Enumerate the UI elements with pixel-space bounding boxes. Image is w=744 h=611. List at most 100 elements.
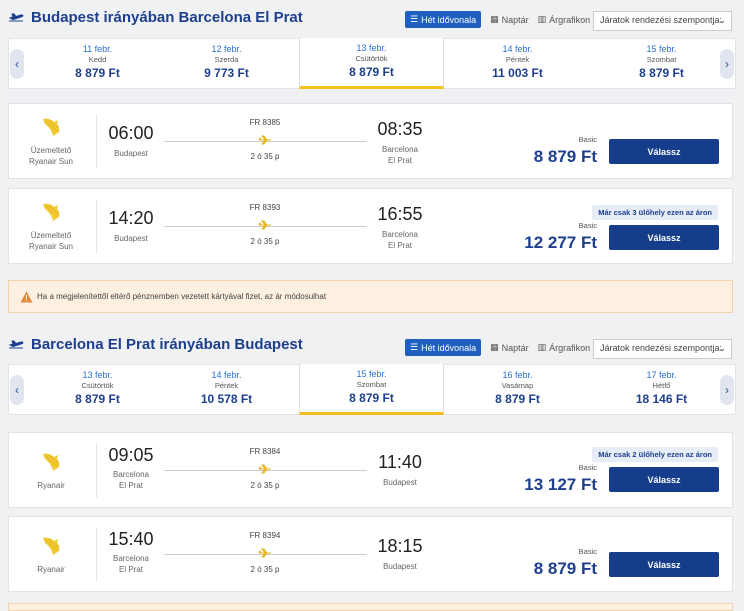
chevron-right-icon: › [725, 383, 729, 397]
departure-plane-icon [8, 13, 24, 22]
outbound-header: Budapest irányában Barcelona El Prat ☰ Hé… [0, 0, 744, 36]
tab-price-chart[interactable]: ▥ Árgrafikon [537, 14, 591, 25]
arrival-time: 16:55 [377, 204, 423, 224]
flight-price: 12 277 Ft [524, 233, 597, 252]
departure-plane-icon [8, 340, 24, 349]
ryanair-harp-logo-icon [43, 537, 60, 555]
flight-duration: 2 ó 35 p [250, 565, 280, 574]
prev-dates-button[interactable]: ‹ [10, 375, 24, 405]
plane-icon [258, 220, 271, 230]
ryanair-harp-logo-icon [43, 118, 60, 136]
view-tabs: ☰ Hét idővonala ▦ Naptár ▥ Árgrafikon [405, 339, 599, 356]
date-carousel: 11 febr. Kedd 8 879 Ft 12 febr. Szerda 9… [8, 38, 736, 89]
arrival-city: Barcelona El Prat [381, 145, 419, 165]
plane-icon [258, 135, 271, 145]
chevron-down-icon: ⌄ [718, 15, 726, 25]
seats-left-badge: Már csak 3 ülőhely ezen az áron [592, 205, 718, 220]
prev-dates-button[interactable]: ‹ [10, 49, 24, 79]
flight-price: 8 879 Ft [533, 559, 597, 578]
select-flight-button[interactable]: Válassz [609, 552, 719, 577]
fare-type: Basic [578, 221, 597, 230]
chevron-left-icon: ‹ [15, 57, 19, 71]
chevron-right-icon: › [725, 57, 729, 71]
list-icon: ☰ [410, 342, 419, 352]
tab-calendar[interactable]: ▦ Naptár [490, 14, 529, 25]
operator-label: Ryanair [37, 481, 65, 490]
divider [96, 527, 97, 582]
tab-price-chart[interactable]: ▥ Árgrafikon [537, 342, 591, 353]
date-option-selected[interactable]: 15 febr. Szombat 8 879 Ft [299, 364, 444, 415]
date-option[interactable]: 14 febr. Péntek 10 578 Ft [200, 370, 253, 406]
flight-number: FR 8385 [249, 118, 281, 127]
flight-duration: 2 ó 35 p [250, 237, 280, 246]
arrival-time: 11:40 [378, 452, 422, 472]
select-flight-button[interactable]: Válassz [609, 225, 719, 250]
operator-label: Ryanair [37, 565, 65, 574]
fare-type: Basic [578, 463, 597, 472]
sort-select[interactable]: Járatok rendezési szempontja: ⌄ [593, 339, 732, 359]
next-dates-button[interactable]: › [720, 375, 734, 405]
seats-left-badge: Már csak 2 ülőhely ezen az áron [592, 447, 718, 462]
inbound-section: Barcelona El Prat irányában Budapest ☰ Hé… [0, 330, 744, 592]
date-option[interactable]: 13 febr. Csütörtök 8 879 Ft [75, 370, 120, 406]
calendar-icon: ▦ [490, 342, 499, 352]
divider [96, 199, 97, 254]
tab-week-timeline[interactable]: ☰ Hét idővonala [405, 11, 482, 28]
inbound-header: Barcelona El Prat irányában Budapest ☰ Hé… [0, 330, 744, 366]
arrival-city: Budapest [383, 562, 417, 571]
next-dates-button[interactable]: › [720, 49, 734, 79]
fare-type: Basic [578, 547, 597, 556]
list-icon: ☰ [410, 14, 419, 24]
arrival-time: 18:15 [377, 536, 423, 556]
inbound-title: Barcelona El Prat irányában Budapest [31, 336, 303, 353]
sort-select[interactable]: Járatok rendezési szempontja: ⌄ [593, 11, 732, 31]
departure-time: 09:05 [108, 445, 154, 465]
operator-label: Üzemeltető Ryanair Sun [28, 231, 74, 251]
departure-time: 14:20 [108, 208, 154, 228]
outbound-title: Budapest irányában Barcelona El Prat [31, 9, 303, 26]
select-flight-button[interactable]: Válassz [609, 139, 719, 164]
flight-price: 13 127 Ft [524, 475, 597, 494]
date-carousel: 13 febr. Csütörtök 8 879 Ft 14 febr. Pén… [8, 364, 736, 415]
view-tabs: ☰ Hét idővonala ▦ Naptár ▥ Árgrafikon [405, 11, 599, 28]
arrival-city: Barcelona El Prat [381, 230, 419, 250]
arrival-city: Budapest [383, 478, 417, 487]
tab-calendar[interactable]: ▦ Naptár [490, 342, 529, 353]
flight-card: Üzemeltető Ryanair Sun 06:00 Budapest FR … [8, 103, 733, 179]
flight-number: FR 8394 [249, 531, 281, 540]
fare-type: Basic [578, 135, 597, 144]
currency-alert: Ha a megjelenítettől eltérő pénznemben v… [8, 280, 733, 313]
arrival-time: 08:35 [377, 119, 423, 139]
operator-label: Üzemeltető Ryanair Sun [28, 146, 74, 166]
date-option[interactable]: 16 febr. Vasárnap 8 879 Ft [495, 370, 540, 406]
departure-city: Budapest [114, 234, 148, 243]
chevron-left-icon: ‹ [15, 383, 19, 397]
departure-time: 15:40 [108, 529, 154, 549]
departure-city: Budapest [114, 149, 148, 158]
ryanair-harp-logo-icon [43, 453, 60, 471]
calendar-icon: ▦ [490, 14, 499, 24]
flight-number: FR 8384 [249, 447, 281, 456]
departure-city: Barcelona El Prat [112, 554, 150, 574]
date-option[interactable]: 17 febr. Hétfő 18 146 Ft [635, 370, 688, 406]
flight-card: Ryanair 15:40 Barcelona El Prat FR 8394 2… [8, 516, 733, 592]
date-option[interactable]: 15 febr. Szombat 8 879 Ft [639, 44, 684, 80]
ryanair-harp-logo-icon [43, 203, 60, 221]
departure-time: 06:00 [108, 123, 154, 143]
bar-chart-icon: ▥ [537, 14, 547, 24]
tab-week-timeline[interactable]: ☰ Hét idővonala [405, 339, 482, 356]
date-option-selected[interactable]: 13 febr. Csütörtök 8 879 Ft [299, 38, 444, 89]
flight-card: Üzemeltető Ryanair Sun 14:20 Budapest FR … [8, 188, 733, 264]
plane-icon [258, 464, 271, 474]
date-option[interactable]: 12 febr. Szerda 9 773 Ft [204, 44, 249, 80]
warning-icon [20, 291, 33, 303]
plane-icon [258, 548, 271, 558]
select-flight-button[interactable]: Válassz [609, 467, 719, 492]
departure-city: Barcelona El Prat [112, 470, 150, 490]
date-option[interactable]: 11 febr. Kedd 8 879 Ft [75, 44, 120, 80]
divider [96, 114, 97, 169]
date-option[interactable]: 14 febr. Péntek 11 003 Ft [492, 44, 543, 80]
flight-duration: 2 ó 35 p [250, 481, 280, 490]
outbound-section: Budapest irányában Barcelona El Prat ☰ Hé… [0, 0, 744, 313]
bar-chart-icon: ▥ [537, 342, 547, 352]
